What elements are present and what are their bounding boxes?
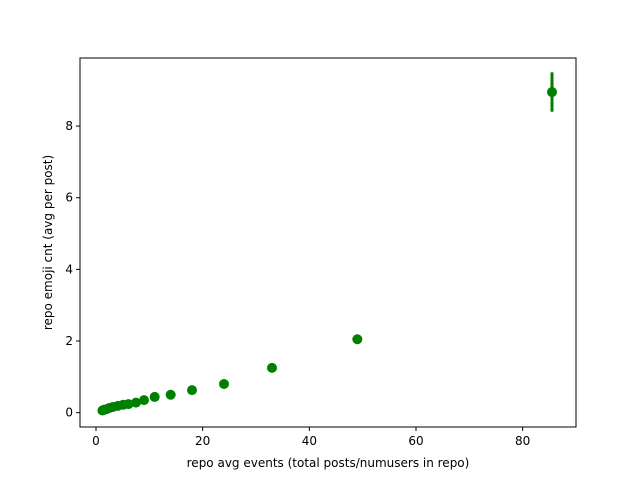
data-point xyxy=(123,399,134,410)
y-axis-label: repo emoji cnt (avg per post) xyxy=(41,155,55,330)
x-tick-label: 40 xyxy=(302,434,317,448)
x-tick-label: 20 xyxy=(195,434,210,448)
y-tick-label: 0 xyxy=(65,406,73,420)
x-tick-label: 80 xyxy=(515,434,530,448)
data-point xyxy=(187,385,197,396)
plot-background xyxy=(80,58,576,427)
data-point xyxy=(149,391,160,402)
x-tick-label: 0 xyxy=(92,434,100,448)
x-tick-label: 60 xyxy=(408,434,423,448)
data-point xyxy=(131,397,141,408)
data-point xyxy=(352,334,363,345)
y-tick-label: 8 xyxy=(65,119,73,133)
y-tick-label: 2 xyxy=(65,334,73,348)
y-tick-label: 6 xyxy=(65,191,73,205)
data-point xyxy=(267,362,277,373)
y-tick-label: 4 xyxy=(65,262,73,276)
data-point xyxy=(219,379,229,390)
x-axis-label: repo avg events (total posts/numusers in… xyxy=(187,456,470,470)
plot-frame xyxy=(79,57,577,428)
y-axis: 0 2 4 6 8 xyxy=(65,119,80,420)
data-point xyxy=(547,87,557,98)
data-point xyxy=(165,389,176,400)
data-marks xyxy=(97,72,557,416)
x-axis: 0 20 40 60 80 xyxy=(92,427,530,448)
data-point xyxy=(139,395,149,406)
